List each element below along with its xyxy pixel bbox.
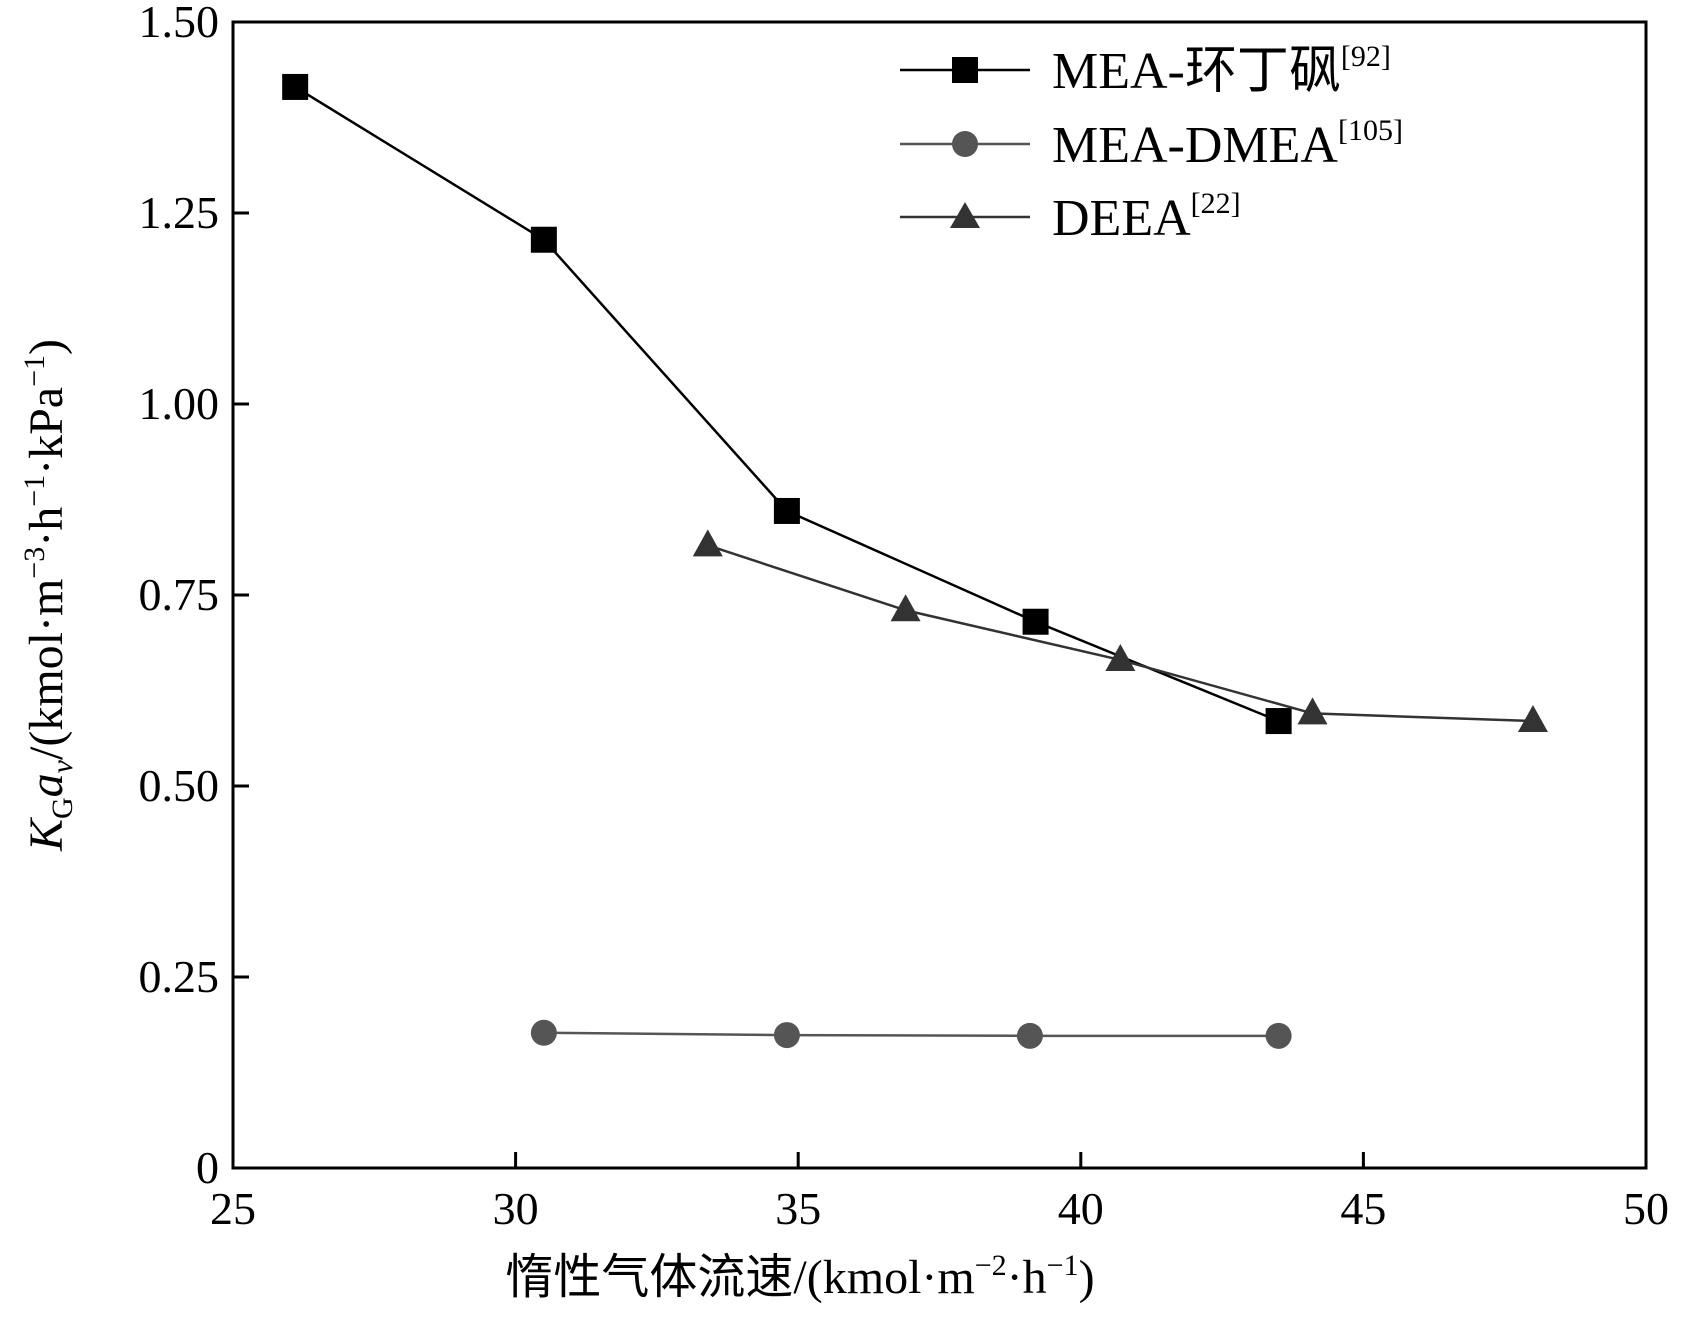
data-point-triangle — [692, 529, 723, 557]
data-point-triangle — [1517, 705, 1548, 733]
data-point-square — [530, 226, 557, 253]
x-tick-label: 45 — [1340, 1183, 1386, 1234]
data-point-circle — [530, 1019, 557, 1046]
legend-entry-mea-dmea: MEA-DMEA[105] — [900, 114, 1403, 174]
legend-label-mea-sulfolane: MEA-环丁砜 — [1052, 43, 1341, 100]
series-line-2 — [707, 544, 1534, 723]
data-point-triangle — [890, 594, 921, 622]
data-point-square — [1265, 708, 1292, 735]
y-tick-label: 1.25 — [139, 187, 220, 238]
legend-label-mea-dmea: MEA-DMEA — [1052, 117, 1338, 174]
legend-ref-mea-dmea: [105] — [1338, 114, 1403, 147]
svg-text:MEA-DMEA[105]: MEA-DMEA[105] — [1052, 114, 1403, 174]
data-point-triangle — [1105, 643, 1136, 671]
data-point-square — [773, 497, 800, 524]
y-tick-label: 0.25 — [139, 951, 220, 1002]
x-tick-label: 30 — [493, 1183, 539, 1234]
y-axis-ticks: 0 0.25 0.50 0.75 1.00 1.25 1.50 — [139, 0, 249, 1193]
plot-frame — [231, 20, 1648, 1170]
y-tick-label: 0 — [196, 1142, 219, 1193]
data-point-circle — [1016, 1022, 1043, 1049]
legend-ref-mea-sulfolane: [92] — [1341, 40, 1391, 73]
y-axis-title: KGav/(kmol·m−3·h−1·kPa−1) — [18, 339, 79, 852]
x-tick-label: 50 — [1623, 1183, 1669, 1234]
legend-circle-marker — [952, 131, 978, 157]
legend-label-deea: DEEA — [1052, 190, 1191, 247]
legend-triangle-marker — [950, 202, 980, 228]
legend-entry-mea-sulfolane: MEA-环丁砜[92] — [900, 40, 1391, 100]
series-line-1 — [543, 1031, 1279, 1038]
data-point-square — [282, 73, 309, 100]
x-axis-ticks: 25 30 35 40 45 50 — [210, 1152, 1669, 1234]
data-point-square — [1022, 608, 1049, 635]
svg-text:MEA-环丁砜[92]: MEA-环丁砜[92] — [1052, 40, 1391, 100]
data-point-circle — [773, 1022, 800, 1049]
legend-ref-deea: [22] — [1191, 187, 1241, 220]
series-line-0 — [294, 85, 1280, 723]
legend-entry-deea: DEEA[22] — [900, 187, 1241, 247]
legend-square-marker — [952, 57, 978, 83]
x-tick-label: 35 — [775, 1183, 821, 1234]
x-tick-label: 40 — [1058, 1183, 1104, 1234]
x-tick-label: 25 — [210, 1183, 256, 1234]
legend: MEA-环丁砜[92] MEA-DMEA[105] DEEA[22] — [900, 40, 1403, 247]
y-tick-label: 0.50 — [139, 760, 220, 811]
series-layer — [282, 73, 1548, 1049]
data-point-circle — [1265, 1022, 1292, 1049]
y-tick-label: 1.50 — [139, 0, 220, 47]
x-axis-title: 惰性气体流速/(kmol·m−2·h−1) — [505, 1249, 1094, 1304]
y-tick-label: 0.75 — [139, 569, 220, 620]
y-tick-label: 1.00 — [139, 378, 220, 429]
svg-text:DEEA[22]: DEEA[22] — [1052, 187, 1241, 247]
data-point-triangle — [1297, 697, 1328, 725]
